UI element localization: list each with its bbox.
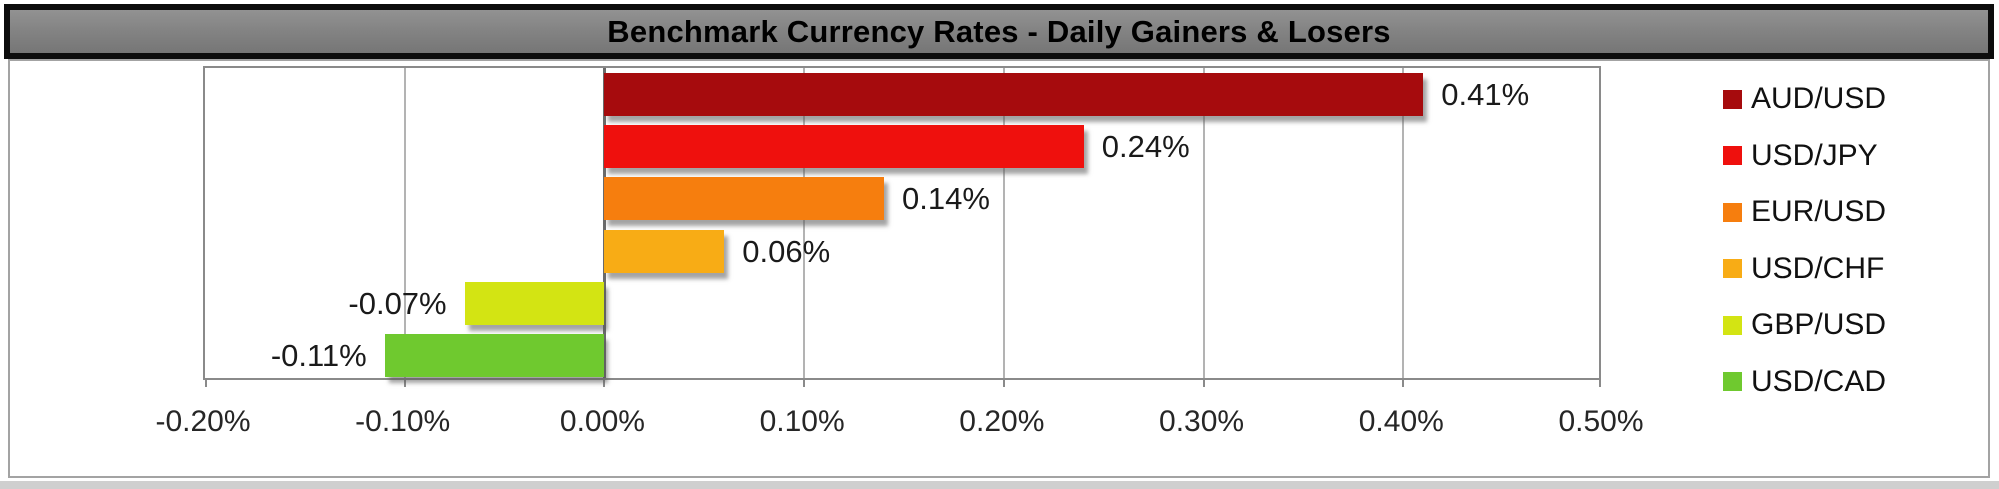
x-tick-label: -0.20%	[155, 405, 251, 438]
page-background-strip	[0, 481, 1999, 489]
bar-value-label: 0.41%	[1441, 76, 1530, 112]
axis-tick-mark	[803, 380, 806, 387]
gridline	[403, 68, 406, 378]
legend-swatch-usd-chf	[1723, 259, 1742, 278]
legend-item-eur-usd: EUR/USD	[1723, 195, 1886, 229]
x-tick-label: 0.20%	[959, 405, 1045, 438]
gridline	[1202, 68, 1205, 378]
x-tick-label: 0.40%	[1358, 405, 1444, 438]
legend-swatch-aud-usd	[1723, 89, 1742, 109]
legend-label: USD/JPY	[1751, 138, 1878, 172]
x-tick-label: 0.00%	[559, 405, 645, 438]
legend-item-gbp-usd: GBP/USD	[1723, 308, 1886, 342]
legend-item-aud-usd: AUD/USD	[1723, 82, 1886, 116]
x-tick-label: 0.50%	[1558, 405, 1644, 438]
bar-usd-jpy	[604, 125, 1084, 168]
bar-value-label: -0.11%	[270, 338, 367, 374]
gridline	[1002, 68, 1005, 378]
bar-value-label: -0.07%	[348, 286, 447, 321]
x-tick-label: 0.30%	[1159, 405, 1245, 438]
chart-title-bar: Benchmark Currency Rates - Daily Gainers…	[4, 4, 1994, 59]
legend-label: GBP/USD	[1751, 308, 1887, 341]
legend: AUD/USD USD/JPY EUR/USD USD/CHF GBP/USD USD/C…	[1723, 0, 1993, 460]
x-axis: -0.20% -0.10% 0.00% 0.10% 0.20% 0.30% 0.40% 0.5…	[155, 405, 1643, 447]
bar-value-label: 0.14%	[902, 181, 990, 217]
legend-item-usd-jpy: USD/JPY	[1723, 139, 1878, 173]
bar-eur-usd	[604, 177, 885, 221]
bar-aud-usd	[604, 72, 1424, 116]
legend-item-usd-chf: USD/CHF	[1723, 252, 1884, 286]
legend-swatch-gbp-usd	[1723, 315, 1742, 335]
plot-area: 0.41% 0.24% 0.14% 0.06% -0.07% -0.11%	[203, 66, 1601, 387]
axis-tick-mark	[1002, 380, 1005, 387]
legend-label: USD/CAD	[1751, 364, 1887, 398]
chart-title: Benchmark Currency Rates - Daily Gainers…	[607, 13, 1391, 49]
zero-gridline	[602, 68, 606, 378]
legend-item-usd-cad: USD/CAD	[1723, 365, 1886, 399]
legend-swatch-eur-usd	[1723, 202, 1742, 222]
legend-label: USD/CHF	[1751, 251, 1885, 285]
bar-gbp-usd	[464, 282, 605, 325]
axis-tick-mark	[1202, 380, 1205, 387]
axis-tick-mark	[1599, 380, 1601, 387]
legend-label: AUD/USD	[1751, 82, 1887, 115]
x-tick-label: -0.10%	[355, 405, 451, 438]
bar-value-label: 0.06%	[742, 233, 831, 269]
bar-value-label: 0.24%	[1101, 129, 1190, 164]
legend-swatch-usd-cad	[1723, 372, 1742, 391]
axis-tick-mark	[603, 380, 606, 387]
gridline	[803, 68, 806, 378]
gridline	[1402, 68, 1405, 378]
axis-tick-mark	[1402, 380, 1405, 387]
legend-swatch-usd-jpy	[1723, 146, 1742, 165]
axis-tick-mark	[403, 380, 406, 387]
bar-usd-chf	[604, 229, 725, 273]
bar-usd-cad	[384, 334, 605, 378]
axis-tick-mark	[205, 380, 207, 387]
x-tick-label: 0.10%	[759, 405, 845, 438]
legend-label: EUR/USD	[1751, 195, 1887, 228]
